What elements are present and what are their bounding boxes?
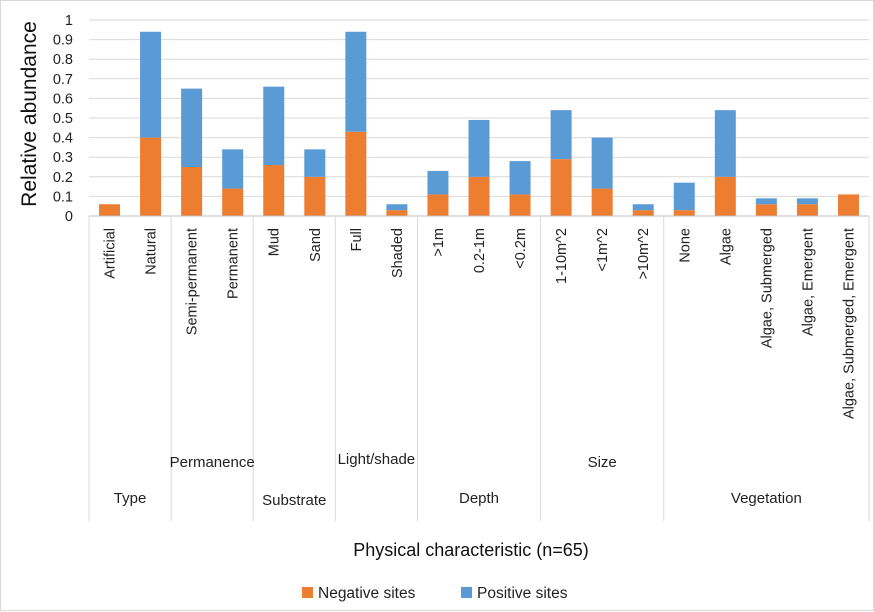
bar-positive bbox=[263, 86, 285, 166]
bar-negative bbox=[632, 210, 654, 216]
bar-negative bbox=[222, 188, 244, 216]
bar-negative bbox=[714, 176, 736, 216]
bar-positive bbox=[509, 161, 531, 195]
group-label: Depth bbox=[459, 490, 499, 507]
bar-negative bbox=[673, 210, 695, 216]
bar-positive bbox=[591, 137, 613, 189]
bar-negative bbox=[304, 176, 326, 216]
category-label: 0.2-1m bbox=[472, 228, 488, 273]
bars bbox=[99, 31, 859, 216]
legend-label-negative: Negative sites bbox=[318, 585, 416, 602]
category-label: Semi-permanent bbox=[185, 228, 201, 335]
bar-positive bbox=[181, 88, 203, 167]
bar-positive bbox=[796, 198, 818, 205]
bar-positive bbox=[222, 149, 244, 189]
category-label: Algae, Submerged, Emergent bbox=[841, 228, 857, 419]
y-tick-label: 0.6 bbox=[53, 91, 73, 107]
bar-positive bbox=[345, 31, 367, 132]
group-label: Size bbox=[588, 454, 617, 471]
category-label: Mud bbox=[267, 228, 283, 256]
category-label: Natural bbox=[144, 228, 160, 275]
group-label: Light/shade bbox=[338, 451, 416, 468]
y-tick-label: 0.8 bbox=[53, 52, 73, 68]
legend: Negative sites Positive sites bbox=[302, 585, 568, 602]
bar-positive bbox=[304, 149, 326, 177]
y-tick-label: 0.3 bbox=[53, 150, 73, 166]
y-tick-label: 0.1 bbox=[53, 189, 73, 205]
bar-positive bbox=[673, 182, 695, 211]
legend-swatch-negative bbox=[302, 587, 313, 598]
group-label: Type bbox=[114, 490, 147, 507]
gridlines bbox=[89, 19, 869, 197]
bar-negative bbox=[427, 194, 449, 216]
bar-positive bbox=[632, 204, 654, 211]
group-label: Vegetation bbox=[731, 490, 802, 507]
bar-positive bbox=[714, 110, 736, 177]
bar-negative bbox=[509, 194, 531, 216]
y-tick-label: 1 bbox=[65, 13, 73, 29]
y-axis-title: Relative abundance bbox=[18, 21, 41, 207]
y-tick-label: 0.5 bbox=[53, 111, 73, 127]
bar-positive bbox=[427, 170, 449, 195]
legend-label-positive: Positive sites bbox=[477, 585, 568, 602]
bar-negative bbox=[263, 165, 285, 216]
bar-negative bbox=[345, 131, 367, 216]
y-tick-label: 0.2 bbox=[53, 170, 73, 186]
bar-negative bbox=[140, 137, 162, 216]
bar-negative bbox=[755, 204, 777, 216]
y-tick-label: 0.7 bbox=[53, 72, 73, 88]
bar-negative bbox=[591, 188, 613, 216]
bar-negative bbox=[796, 204, 818, 216]
category-label: Algae, Submerged bbox=[759, 228, 775, 348]
bar-negative bbox=[386, 210, 408, 216]
y-tick-label: 0.4 bbox=[53, 131, 73, 147]
category-label: Full bbox=[349, 228, 365, 251]
category-label: Algae, Emergent bbox=[800, 228, 816, 336]
x-axis-title: Physical characteristic (n=65) bbox=[353, 540, 589, 560]
category-label: Algae bbox=[718, 228, 734, 265]
bar-negative bbox=[550, 159, 572, 216]
y-tick-labels: 0 0.1 0.2 0.3 0.4 0.5 0.6 0.7 0.8 0.9 1 bbox=[53, 13, 73, 225]
category-label: >10m^2 bbox=[636, 228, 652, 280]
bar-positive bbox=[468, 119, 490, 177]
bar-negative bbox=[837, 194, 859, 216]
category-label: None bbox=[677, 228, 693, 263]
category-label: Artificial bbox=[103, 228, 119, 279]
bar-positive bbox=[386, 204, 408, 211]
category-label: Permanent bbox=[226, 228, 242, 299]
legend-swatch-positive bbox=[461, 587, 472, 598]
category-labels: Artificial Natural Semi-permanent Permanent… bbox=[103, 228, 858, 419]
category-label: Sand bbox=[308, 228, 324, 262]
bar-positive bbox=[550, 110, 572, 160]
y-tick-label: 0 bbox=[65, 209, 73, 225]
category-label: Shaded bbox=[390, 228, 406, 278]
axes bbox=[88, 215, 870, 521]
bar-positive bbox=[140, 31, 162, 138]
category-label: 1-10m^2 bbox=[554, 228, 570, 284]
bar-negative bbox=[468, 176, 490, 216]
bar-negative bbox=[181, 167, 203, 216]
group-labels: Type Permanence Substrate Light/shade Depth S… bbox=[114, 451, 802, 509]
category-label: >1m bbox=[431, 228, 447, 257]
bar-positive bbox=[755, 198, 777, 205]
category-label: <1m^2 bbox=[595, 228, 611, 271]
group-label: Substrate bbox=[262, 492, 326, 509]
y-tick-label: 0.9 bbox=[53, 33, 73, 49]
bar-negative bbox=[99, 204, 121, 216]
group-label: Permanence bbox=[170, 454, 255, 471]
category-label: <0.2m bbox=[513, 228, 529, 269]
